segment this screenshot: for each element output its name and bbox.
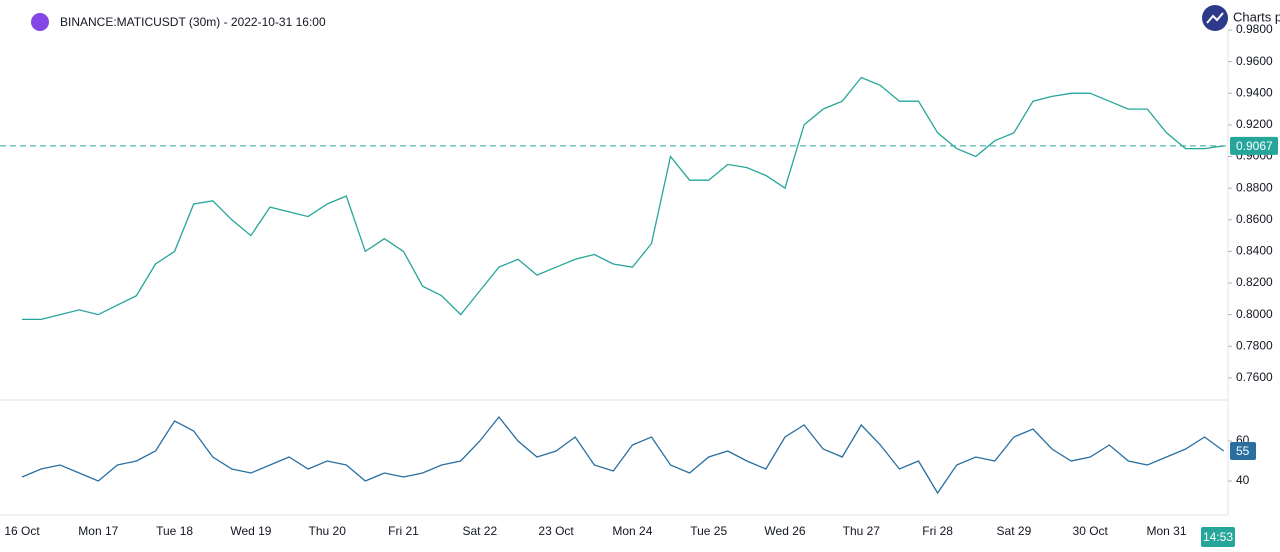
x-tick-label: Fri 28: [922, 524, 953, 538]
y-tick-label: 0.8400: [1236, 244, 1273, 258]
x-tick-label: Wed 19: [230, 524, 271, 538]
price-badge: [1230, 136, 1278, 155]
x-tick-label: Tue 18: [156, 524, 193, 538]
chart-title: BINANCE:MATICUSDT (30m) - 2022-10-31 16:…: [60, 15, 326, 29]
y-tick-label: 0.9800: [1236, 22, 1273, 36]
x-tick-label: Mon 31: [1146, 524, 1186, 538]
y-tick-label: 40: [1236, 473, 1250, 487]
y-tick-label: 0.7800: [1236, 338, 1273, 352]
series-line: [21, 415, 1225, 495]
x-tick-label: 16 Oct: [4, 524, 40, 538]
y-tick-label: 0.8000: [1236, 307, 1273, 321]
price-badge: [1230, 442, 1256, 460]
x-tick-label: Fri 21: [388, 524, 419, 538]
y-tick-label: 0.7600: [1236, 370, 1273, 384]
x-tick-label: Mon 17: [78, 524, 118, 538]
time-badge: [1201, 527, 1235, 547]
x-tick-label: Thu 27: [843, 524, 881, 538]
brand-logo-icon: [1206, 12, 1224, 24]
x-tick-label: Thu 20: [309, 524, 347, 538]
x-tick-label: Mon 24: [612, 524, 652, 538]
x-tick-label: 23 Oct: [538, 524, 574, 538]
price-badge-label: 55: [1236, 444, 1250, 458]
x-tick-label: Sat 29: [997, 524, 1032, 538]
y-tick-label: 0.9200: [1236, 117, 1273, 131]
brand-text: Charts p: [1233, 9, 1280, 24]
x-tick-label: Wed 26: [764, 524, 805, 538]
price-badge-label: 0.9067: [1236, 139, 1273, 153]
coin-icon: [31, 13, 49, 31]
x-tick-label: 30 Oct: [1073, 524, 1109, 538]
y-tick-label: 0.9400: [1236, 85, 1273, 99]
y-tick-label: 0.8600: [1236, 212, 1273, 226]
y-tick-label: 0.9600: [1236, 54, 1273, 68]
x-tick-label: Tue 25: [690, 524, 727, 538]
time-badge-text: 14:53: [1203, 530, 1233, 544]
y-tick-label: 0.8800: [1236, 180, 1273, 194]
x-tick-label: Sat 22: [462, 524, 497, 538]
series-line: [22, 76, 1224, 321]
y-tick-label: 0.8200: [1236, 275, 1273, 289]
